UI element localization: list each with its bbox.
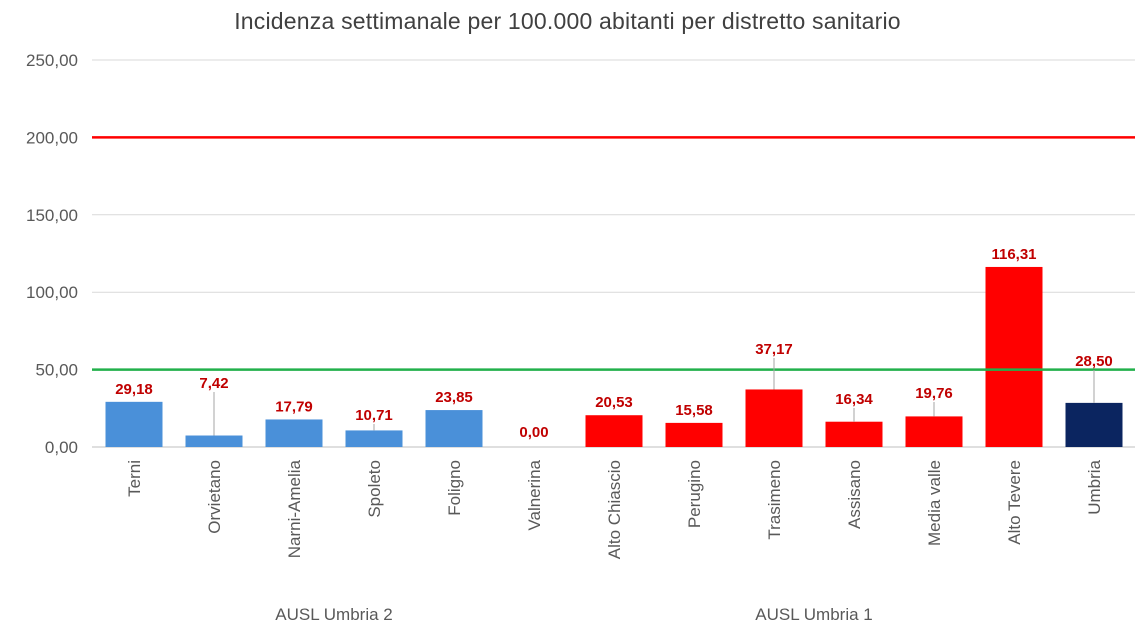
y-tick-label: 50,00 <box>35 361 78 380</box>
bar <box>105 401 163 447</box>
y-tick-label: 100,00 <box>26 283 78 302</box>
x-tick-label: Assisano <box>845 460 864 529</box>
group-label: AUSL Umbria 1 <box>755 605 872 624</box>
x-tick-label: Umbria <box>1085 459 1104 514</box>
bar <box>985 266 1043 447</box>
bar <box>1065 402 1123 447</box>
x-tick-label: Foligno <box>445 460 464 516</box>
data-label: 37,17 <box>755 341 793 358</box>
x-tick-label: Narni-Amelia <box>285 459 304 558</box>
x-tick-label: Media valle <box>925 460 944 546</box>
group-label: AUSL Umbria 2 <box>275 605 392 624</box>
data-label: 19,76 <box>915 385 953 402</box>
bar <box>905 416 963 447</box>
chart-title: Incidenza settimanale per 100.000 abitan… <box>234 8 901 34</box>
x-tick-label: Alto Tevere <box>1005 460 1024 545</box>
bar <box>425 410 483 447</box>
bar <box>745 389 803 447</box>
x-tick-label: Alto Chiascio <box>605 460 624 559</box>
x-tick-label: Terni <box>125 460 144 497</box>
x-tick-label: Perugino <box>685 460 704 528</box>
y-tick-label: 150,00 <box>26 206 78 225</box>
data-label: 15,58 <box>675 402 713 419</box>
bar <box>185 435 243 447</box>
data-label: 116,31 <box>991 246 1036 263</box>
data-label: 0,00 <box>519 424 548 441</box>
data-label: 7,42 <box>199 375 228 392</box>
data-label: 17,79 <box>275 398 313 415</box>
data-label: 10,71 <box>355 407 393 424</box>
data-label: 16,34 <box>835 391 873 408</box>
bar <box>825 421 883 447</box>
data-label: 29,18 <box>115 381 153 398</box>
y-tick-label: 0,00 <box>45 438 78 457</box>
x-tick-label: Trasimeno <box>765 460 784 540</box>
bar <box>585 415 643 447</box>
bar <box>665 422 723 447</box>
x-tick-label: Valnerina <box>525 459 544 530</box>
data-label: 28,50 <box>1075 353 1113 370</box>
bar <box>265 419 323 447</box>
y-tick-label: 250,00 <box>26 51 78 70</box>
bar <box>345 430 403 447</box>
x-tick-label: Orvietano <box>205 460 224 534</box>
y-tick-label: 200,00 <box>26 128 78 147</box>
data-label: 23,85 <box>435 389 473 406</box>
x-tick-label: Spoleto <box>365 460 384 518</box>
data-label: 20,53 <box>595 394 633 411</box>
